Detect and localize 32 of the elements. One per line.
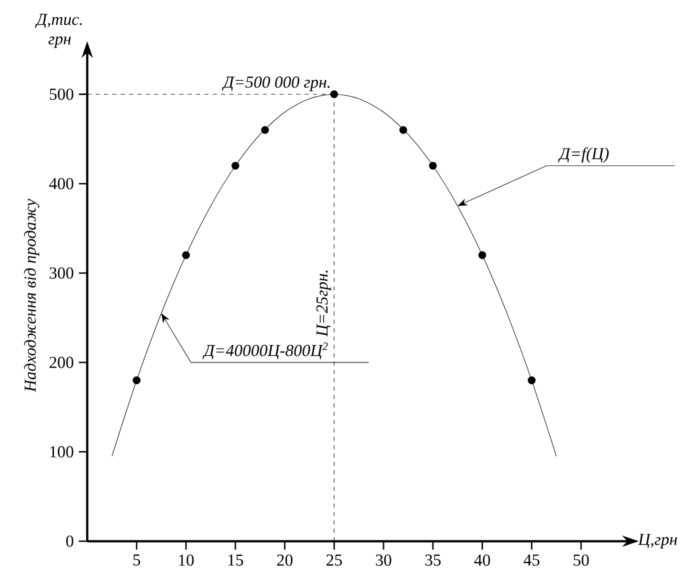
point xyxy=(132,376,141,384)
annotation: Д=f(Ц) xyxy=(558,147,609,163)
y-tick-label: 0 xyxy=(66,536,74,547)
x-tick-label: 50 xyxy=(574,554,589,566)
x-axis-title: Ц,грн xyxy=(638,534,677,549)
point xyxy=(261,126,269,134)
y-tick-label: 100 xyxy=(50,446,74,458)
ref-line-label: Ц=25грн. xyxy=(316,270,332,337)
x-tick-label: 15 xyxy=(228,554,244,566)
annotation: Д=40000Ц-800Ц$^{2}$ xyxy=(202,342,328,360)
text: Д,тис. грн xyxy=(35,14,82,48)
x-tick-label: 40 xyxy=(474,554,490,566)
x-tick-label: 10 xyxy=(179,554,194,566)
x-tick-label: 25 xyxy=(326,554,342,566)
x-tick-label: 30 xyxy=(376,554,392,566)
y-tick-label: 200 xyxy=(50,356,74,368)
x-tick-label: 20 xyxy=(277,554,292,566)
point xyxy=(528,376,536,384)
point xyxy=(399,126,408,134)
point xyxy=(231,162,240,170)
point xyxy=(429,162,437,170)
point xyxy=(182,251,190,260)
y-tick-label: 400 xyxy=(49,178,74,190)
x-tick-label: 35 xyxy=(425,554,441,566)
point xyxy=(478,251,486,260)
y-tick-label: 300 xyxy=(50,267,74,279)
point xyxy=(330,90,338,98)
x-tick-label: 5 xyxy=(133,554,140,566)
x-tick-label: 45 xyxy=(524,554,540,566)
y-axis-title: Надходження від продажу xyxy=(24,198,40,392)
ref-line-label: Д=500 000 грн. xyxy=(222,76,330,92)
y-tick-label: 500 xyxy=(50,88,74,100)
